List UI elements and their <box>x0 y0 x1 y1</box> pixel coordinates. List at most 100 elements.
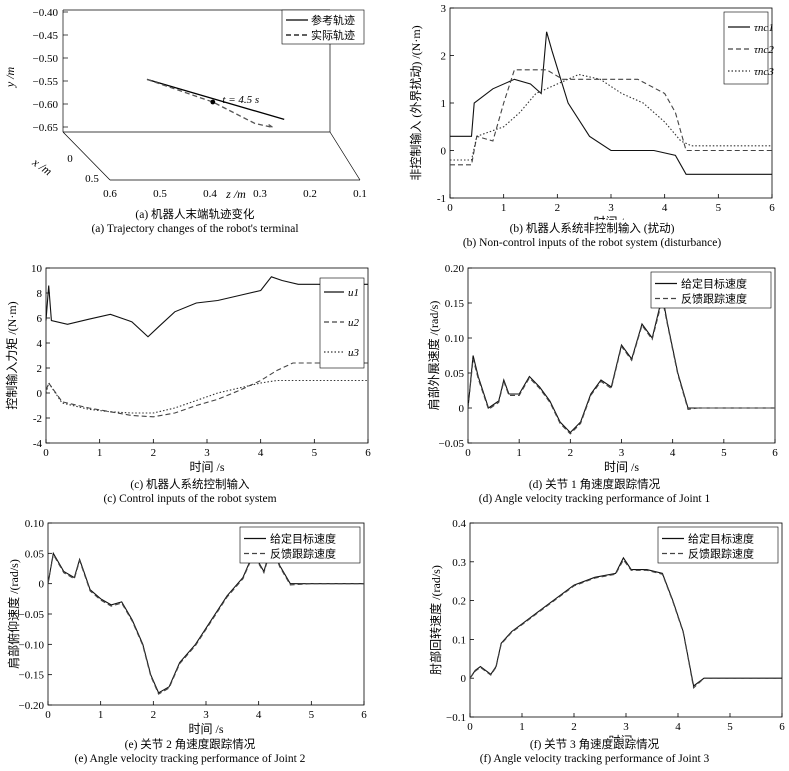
x-tick-label: 0 <box>67 153 73 165</box>
x-tick-label: 1 <box>98 709 104 721</box>
x-tick-label: 0 <box>45 709 51 721</box>
x-axis-label: 时间 /s <box>188 722 223 736</box>
y-tick-label: 0 <box>461 673 467 685</box>
y-tick-label: 0.05 <box>25 548 45 560</box>
chart-e: 0 1 2 3 4 5 6 −0.20 −0.15 −0.10 −0.05 0 0.05 0.10 时间 /… <box>6 518 367 736</box>
y-tick-label: −0.20 <box>19 700 45 712</box>
y-tick-label: -4 <box>33 438 43 450</box>
caption-en: (b) Non-control inputs of the robot syst… <box>462 237 722 249</box>
y-tick-label: −0.15 <box>19 670 45 682</box>
y-tick-label: 0 <box>37 388 43 400</box>
y-tick-label: −0.10 <box>19 639 45 651</box>
axis-edge <box>62 131 111 181</box>
x-tick-label: 2 <box>555 202 561 214</box>
axis-edge <box>329 131 361 181</box>
x-tick-label: 3 <box>204 447 210 459</box>
legend-label: 给定目标速度 <box>688 532 754 546</box>
caption-a: (a) 机器人末端轨迹变化 (a) Trajectory changes of t… <box>0 208 390 236</box>
legend-label: 给定目标速度 <box>270 532 336 546</box>
series-line-2 <box>467 299 775 435</box>
x-tick-label: 1 <box>519 721 525 733</box>
y-tick-label: −0.05 <box>19 609 45 621</box>
y-tick-label: 0.1 <box>452 634 466 646</box>
legend-box <box>239 526 361 564</box>
legend-box <box>657 526 779 564</box>
caption-c: (c) 机器人系统控制输入 (c) Control inputs of the r… <box>0 478 380 506</box>
y-tick-label: 0.10 <box>25 518 45 530</box>
chart-a: −0.40 −0.45 −0.50 −0.55 −0.60 −0.65 y /m 0.6 0.5… <box>3 7 367 201</box>
legend-label: 实际轨迹 <box>311 28 355 42</box>
caption-d: (d) 关节 1 角速度跟踪情况 (d) Angle velocity track… <box>400 478 789 506</box>
x-tick-label: 1 <box>501 202 507 214</box>
legend-label: u1 <box>348 287 359 299</box>
y-tick-label: 0.20 <box>445 263 465 275</box>
caption-en: (f) Angle velocity tracking performance … <box>479 753 710 765</box>
trajectory-2 <box>146 78 274 129</box>
y-tick-label: 0.3 <box>452 557 466 569</box>
series-line-1 <box>47 542 364 694</box>
y-tick-label: −0.60 <box>33 99 59 111</box>
y-axis-label: 非控制输入 (外界扰动) /(N·m) <box>408 25 423 180</box>
x-tick-label: 0 <box>43 447 49 459</box>
legend-label: τnc2 <box>754 44 774 56</box>
x-tick-label: 3 <box>608 202 614 214</box>
x-tick-label: 4 <box>258 447 264 459</box>
y-tick-label: −0.50 <box>33 53 59 65</box>
z-tick-label: 0.2 <box>303 188 317 200</box>
x-axis-label: 时间 /s <box>608 734 643 738</box>
y-tick-label: 2 <box>37 363 43 375</box>
y-tick-label: −0.65 <box>33 122 59 134</box>
x-tick-label: 0.5 <box>85 173 99 185</box>
y-tick-label: 0.05 <box>445 368 465 380</box>
x-axis-label: x /m <box>29 155 55 179</box>
y-tick-label: 0 <box>459 403 465 415</box>
y-tick-label: 2 <box>441 51 447 63</box>
z-tick-label: 0.4 <box>203 188 217 200</box>
legend-label: 给定目标速度 <box>681 277 747 291</box>
z-tick-label: 0.6 <box>103 188 117 200</box>
caption-zh: (b) 机器人系统非控制输入 (扰动) <box>509 223 675 235</box>
legend-box <box>723 11 769 85</box>
x-axis-label: 时间 /s <box>604 460 639 474</box>
x-tick-label: 6 <box>365 447 371 459</box>
series-line-1 <box>45 276 368 338</box>
caption-en: (e) Angle velocity tracking performance … <box>74 753 306 765</box>
series-line-1 <box>467 295 775 434</box>
y-tick-label: -1 <box>437 193 446 205</box>
x-axis-label: 时间 /s <box>593 215 628 220</box>
caption-en: (c) Control inputs of the robot system <box>103 493 277 505</box>
legend-label: u3 <box>348 347 360 359</box>
x-tick-label: 4 <box>256 709 262 721</box>
time-annotation: t = 4.5 s <box>222 94 259 106</box>
caption-zh: (a) 机器人末端轨迹变化 <box>135 209 255 221</box>
x-tick-label: 6 <box>779 721 785 733</box>
caption-f: (f) 关节 3 角速度跟踪情况 (f) Angle velocity track… <box>400 738 789 766</box>
y-tick-label: 8 <box>37 288 43 300</box>
y-tick-label: −0.1 <box>446 712 466 724</box>
y-tick-label: 0.15 <box>445 298 465 310</box>
x-tick-label: 5 <box>309 709 315 721</box>
y-tick-label: 10 <box>31 263 43 275</box>
y-tick-label: −0.45 <box>33 30 59 42</box>
x-tick-label: 3 <box>623 721 629 733</box>
y-tick-label: 0 <box>39 579 45 591</box>
caption-zh: (d) 关节 1 角速度跟踪情况 <box>528 479 661 491</box>
y-tick-label: 6 <box>37 313 43 325</box>
z-axis-label: z /m <box>225 187 246 201</box>
caption-zh: (f) 关节 3 角速度跟踪情况 <box>529 739 660 751</box>
legend: τnc1 τnc2 τnc3 <box>723 11 774 85</box>
y-axis-label: y /m <box>3 67 17 89</box>
x-tick-label: 3 <box>203 709 209 721</box>
y-tick-label: −0.55 <box>33 76 59 88</box>
chart-c: 0 1 2 3 4 5 6 -4 -2 0 2 4 6 8 10 时间 /s 控制输入力矩 /(N·m) u1 u2… <box>4 263 371 474</box>
legend-label: 反馈跟踪速度 <box>270 547 336 561</box>
x-tick-label: 6 <box>772 447 778 459</box>
x-tick-label: 6 <box>361 709 367 721</box>
x-tick-label: 2 <box>151 709 157 721</box>
y-tick-label: 0.10 <box>445 333 465 345</box>
y-tick-label: 3 <box>441 3 447 15</box>
